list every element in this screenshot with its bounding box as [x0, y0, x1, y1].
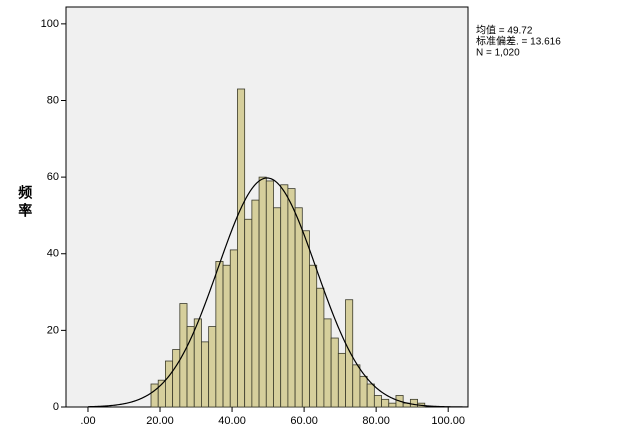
bar [201, 341, 210, 408]
bar [165, 360, 174, 408]
bar [208, 326, 217, 408]
bar [222, 264, 231, 408]
bar [265, 180, 274, 408]
bar [337, 352, 346, 408]
bar [330, 337, 339, 408]
bar [229, 249, 238, 408]
x-tick-label: 20.00 [146, 415, 174, 427]
bar [381, 398, 390, 408]
bar [366, 383, 375, 408]
x-tick-label: .00 [80, 415, 95, 427]
bar [273, 207, 282, 408]
bar [251, 199, 260, 408]
y-tick-label: 100 [41, 18, 59, 30]
bar [258, 176, 267, 408]
bar [150, 383, 159, 408]
normal-curve [88, 177, 469, 408]
y-tick-label: 20 [47, 324, 59, 336]
y-tick-label: 0 [53, 401, 59, 413]
y-tick-label: 80 [47, 94, 59, 106]
bar [345, 299, 354, 408]
bar [280, 184, 289, 408]
bar [287, 188, 296, 408]
stat-label: 均值 = 49.72 [476, 24, 533, 37]
bar [294, 207, 303, 408]
bar [301, 230, 310, 408]
bar [172, 349, 181, 408]
bar [193, 318, 202, 408]
bar [388, 402, 397, 408]
x-tick-label: 40.00 [218, 415, 246, 427]
bar [373, 395, 382, 408]
y-axis-label: 频率 [17, 184, 33, 221]
bar [215, 261, 224, 408]
bar [409, 398, 418, 408]
stat-label: N = 1,020 [476, 48, 520, 59]
bar [359, 375, 368, 408]
bar [316, 287, 325, 408]
x-tick-label: 60.00 [290, 415, 318, 427]
stat-label: 标准偏差. = 13.616 [476, 35, 561, 48]
bar [237, 88, 246, 408]
y-tick-label: 60 [47, 171, 59, 183]
bar [244, 218, 253, 408]
bar [309, 264, 318, 408]
bar [179, 303, 188, 408]
x-tick-label: 80.00 [362, 415, 390, 427]
x-tick-label: 100.00 [431, 415, 465, 427]
bar [323, 318, 332, 408]
y-tick-label: 40 [47, 248, 59, 260]
y-axis-title: 频率 [17, 184, 33, 221]
bar [352, 364, 361, 408]
